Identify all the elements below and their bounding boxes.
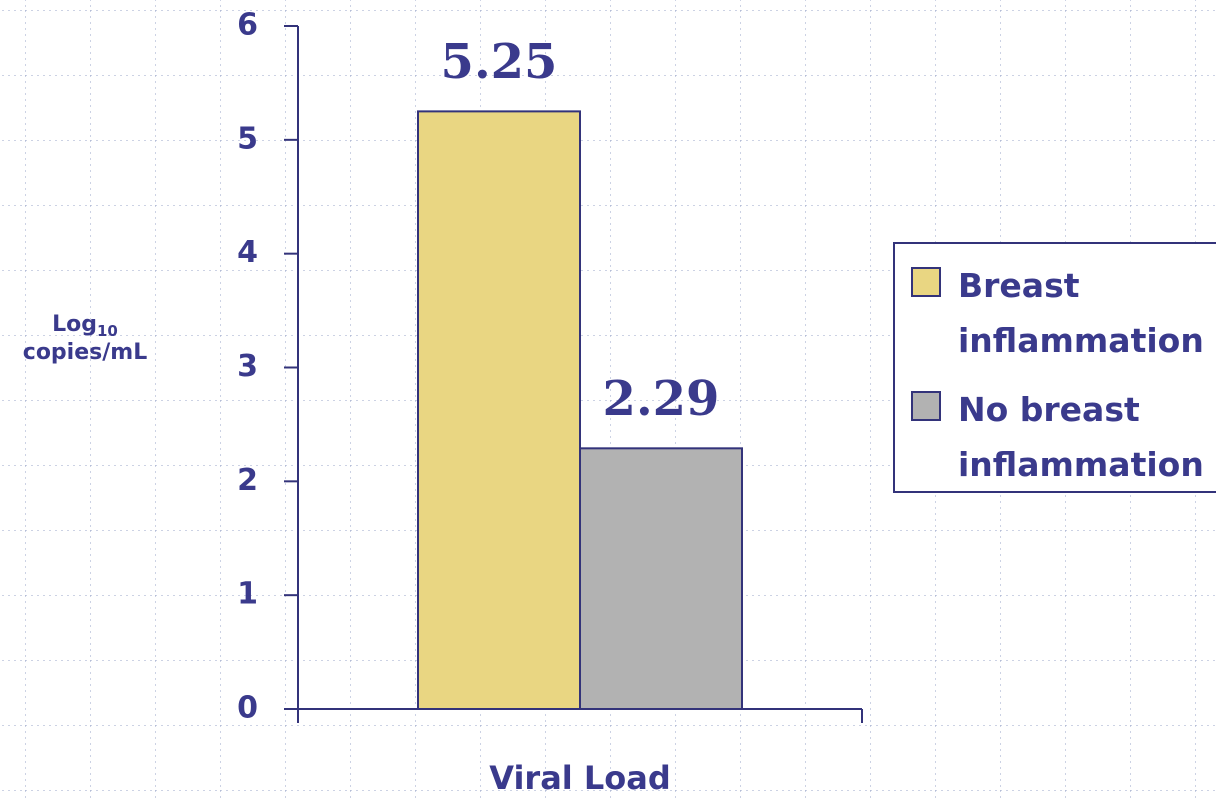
bar xyxy=(417,110,581,710)
y-tick-label: 4 xyxy=(237,235,258,270)
y-tick-label: 3 xyxy=(237,349,258,384)
y-axis-label: Log10 xyxy=(52,312,118,340)
legend-swatch xyxy=(911,391,941,421)
y-label-part: Log xyxy=(52,312,97,337)
y-tick-label: 0 xyxy=(237,691,258,726)
y-tick-label: 6 xyxy=(237,8,258,43)
y-axis-label: copies/mL xyxy=(23,340,147,365)
y-tick-label: 5 xyxy=(237,121,258,156)
bar xyxy=(579,447,743,710)
value-label: 2.29 xyxy=(603,371,720,427)
legend-label: Breast inflammation xyxy=(958,266,1204,360)
y-tick-label: 2 xyxy=(237,463,258,498)
legend-label: No breast inflammation xyxy=(958,390,1204,484)
x-category-label: Viral Load xyxy=(489,759,671,797)
value-label: 5.25 xyxy=(441,34,558,90)
legend-box xyxy=(893,242,1216,493)
y-label-sub: 10 xyxy=(97,322,118,340)
legend-swatch xyxy=(911,267,941,297)
y-tick-label: 1 xyxy=(237,577,258,612)
